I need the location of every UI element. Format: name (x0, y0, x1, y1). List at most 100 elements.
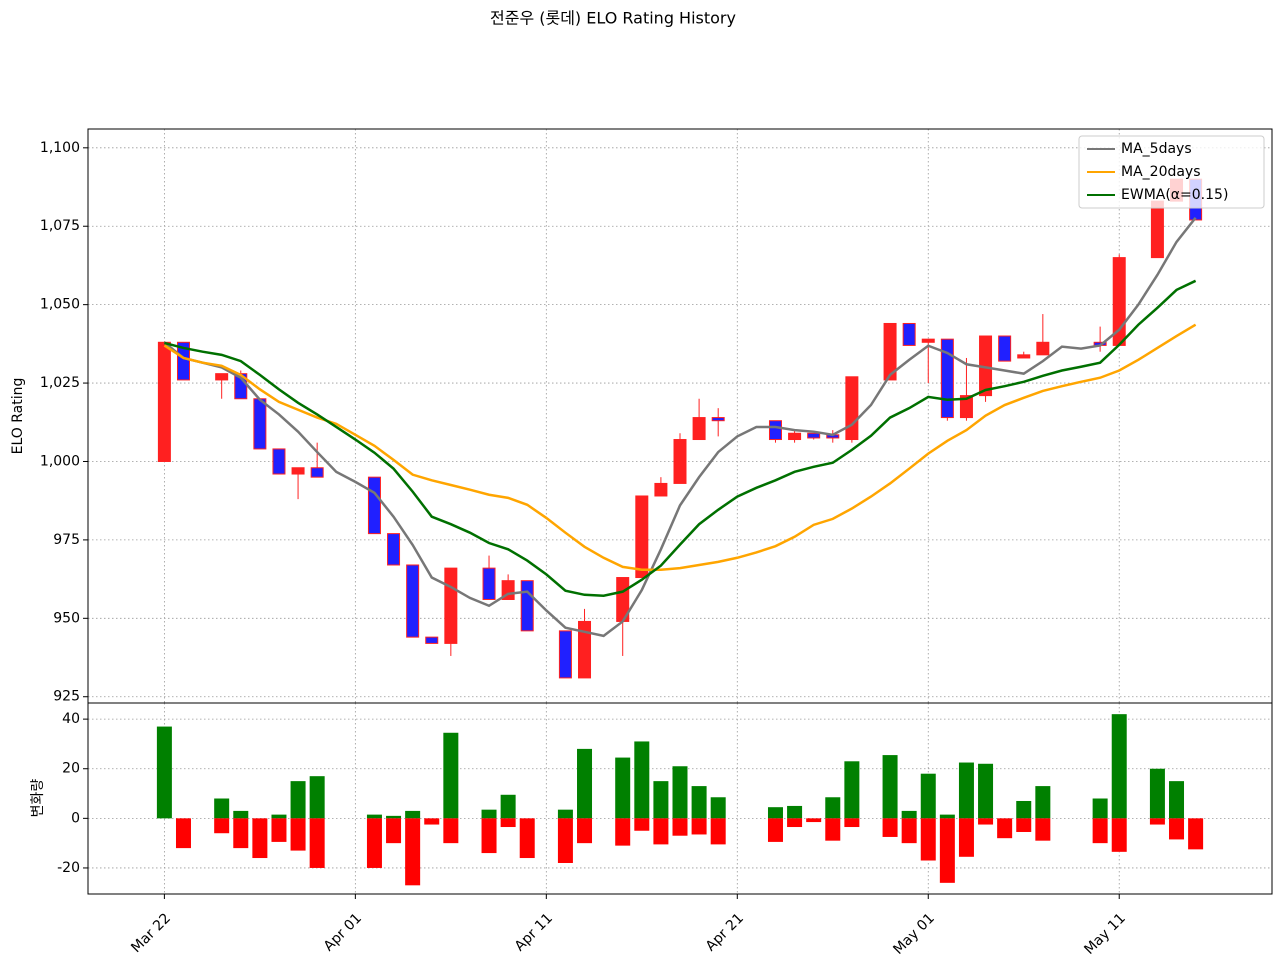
bar (271, 814, 287, 819)
candle-body (635, 495, 649, 579)
candle-body (768, 420, 782, 441)
bar (1188, 818, 1204, 850)
bar (290, 818, 306, 851)
x-tick-label: May 11 (1081, 910, 1129, 958)
candle-body (998, 335, 1012, 362)
bar (825, 818, 841, 841)
bar (920, 773, 936, 819)
bar (1035, 818, 1051, 841)
bar (1016, 800, 1032, 819)
bar (920, 818, 936, 861)
y-tick-label: 950 (53, 610, 80, 626)
bar (233, 818, 249, 849)
line-series (163, 323, 1197, 571)
bar (175, 818, 191, 849)
bar (710, 797, 726, 819)
bar (767, 807, 783, 819)
candle-body (902, 322, 916, 346)
bar (787, 818, 803, 828)
chart-title: 전준우 (롯데) ELO Rating History (490, 9, 736, 28)
legend-label: EWMA(α=0.15) (1121, 187, 1228, 203)
bar (634, 741, 650, 819)
bar (1149, 768, 1165, 819)
x-tick-label: Apr 01 (321, 910, 365, 954)
candle-body (253, 398, 267, 450)
bar (233, 810, 249, 819)
candle-body (1017, 354, 1031, 359)
bar (787, 805, 803, 819)
bar (958, 762, 974, 819)
bar (214, 798, 230, 819)
bar (309, 818, 325, 868)
bar (691, 818, 707, 835)
candle-body (921, 338, 935, 343)
legend-label: MA_5days (1121, 141, 1192, 157)
bar (1092, 798, 1108, 819)
candle-body (367, 476, 381, 535)
candle-body (1150, 200, 1164, 259)
bar (424, 818, 440, 825)
bar (577, 818, 593, 844)
candle-body (692, 417, 706, 441)
bar (615, 757, 631, 819)
candle-body (482, 567, 496, 600)
bar (290, 781, 306, 819)
candle-body (520, 580, 534, 632)
bar (519, 818, 535, 859)
y-tick-label: 1,050 (40, 297, 80, 313)
bar (500, 794, 516, 819)
bar (901, 810, 917, 819)
line-series (164, 279, 1197, 597)
bar (557, 809, 573, 819)
candle-body (406, 564, 420, 638)
candle-body (578, 620, 592, 679)
y-tick-label: 0 (71, 810, 80, 826)
bar (1035, 786, 1051, 819)
bar (405, 818, 421, 886)
bar (844, 761, 860, 819)
x-tick-label: Apr 21 (703, 910, 747, 954)
bar (577, 748, 593, 819)
bar (309, 776, 325, 819)
bar (366, 818, 382, 868)
candle-body (711, 417, 725, 422)
plot-frame (87, 702, 1273, 895)
bar (939, 814, 955, 819)
candle-body (157, 341, 171, 462)
bar (214, 818, 230, 834)
bar (386, 815, 402, 819)
candle-body (845, 376, 859, 441)
candle-body (788, 432, 802, 441)
panel: 925 950 975 1,000 1,025 1,050 1,075 1,100 (40, 129, 1272, 705)
candle-body (654, 482, 668, 497)
bar (825, 797, 841, 819)
bar (672, 818, 688, 836)
candle-body (291, 467, 305, 475)
bar (767, 818, 783, 842)
candle-body (959, 395, 973, 419)
bar (252, 818, 268, 859)
y-tick-label: 1,100 (40, 140, 80, 156)
candle-body (272, 448, 286, 475)
bar (710, 818, 726, 845)
legend-label: MA_20days (1121, 164, 1201, 180)
bar (1169, 781, 1185, 819)
legend-box (1078, 135, 1265, 209)
x-tick-label: Mar 22 (128, 910, 174, 956)
candle-body (444, 567, 458, 644)
y-tick-label: 1,000 (40, 453, 80, 469)
y-tick-label: -20 (57, 860, 80, 876)
y-tick-label: 975 (53, 532, 80, 548)
bar (997, 818, 1013, 839)
bar (978, 763, 994, 819)
bar (653, 781, 669, 819)
bar (1092, 818, 1108, 844)
y-axis-label: 변화량 (30, 779, 46, 818)
bar (901, 818, 917, 844)
bar (1169, 818, 1185, 840)
bar (615, 818, 631, 846)
bar (366, 814, 382, 819)
candle-body (425, 636, 439, 644)
candle-body (807, 432, 821, 439)
